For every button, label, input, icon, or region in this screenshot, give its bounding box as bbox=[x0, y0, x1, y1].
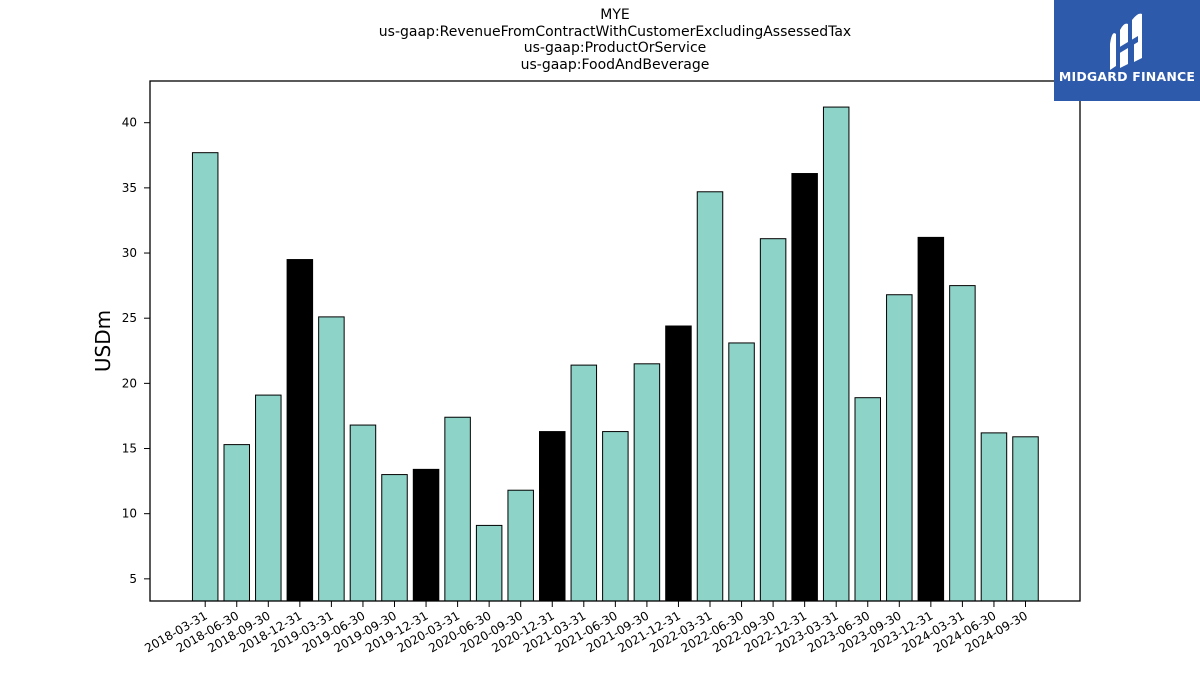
bar bbox=[381, 474, 408, 602]
y-tick-label: 15 bbox=[122, 442, 137, 456]
bar bbox=[602, 431, 629, 602]
bar bbox=[412, 468, 440, 602]
bar bbox=[886, 294, 913, 602]
bar bbox=[1012, 436, 1039, 602]
chart-title-line: us-gaap:ProductOrService bbox=[523, 40, 707, 56]
y-tick-label: 30 bbox=[122, 246, 137, 260]
bar bbox=[949, 285, 976, 602]
bar bbox=[286, 259, 314, 602]
chart-title: MYE us-gaap:RevenueFromContractWithCusto… bbox=[0, 7, 1200, 73]
chart-title-line: us-gaap:FoodAndBeverage bbox=[520, 56, 710, 73]
y-tick-label: 10 bbox=[122, 507, 137, 521]
bar bbox=[507, 489, 534, 602]
y-tick-label: 40 bbox=[122, 116, 137, 130]
bar bbox=[822, 106, 850, 602]
bar bbox=[980, 432, 1008, 602]
bar bbox=[791, 173, 818, 602]
bar bbox=[759, 238, 787, 602]
bar bbox=[318, 316, 345, 602]
y-tick-label: 5 bbox=[129, 572, 137, 586]
chart-title-line: us-gaap:RevenueFromContractWithCustomerE… bbox=[378, 23, 852, 40]
logo-text: MIDGARD FINANCE bbox=[1058, 69, 1196, 84]
bar bbox=[444, 416, 471, 602]
bar bbox=[539, 431, 566, 602]
bar bbox=[665, 325, 692, 602]
bar bbox=[696, 191, 724, 602]
bar bbox=[728, 342, 755, 602]
midgard-finance-logo-icon bbox=[1110, 13, 1142, 70]
bar bbox=[349, 424, 377, 602]
bar bbox=[223, 444, 250, 602]
bar bbox=[854, 397, 881, 602]
bar bbox=[191, 152, 219, 602]
chart-title-line: MYE bbox=[600, 7, 630, 23]
y-tick-label: 20 bbox=[122, 376, 137, 390]
midgard-finance-logo: MIDGARD FINANCE bbox=[1054, 0, 1200, 101]
y-tick-label: 35 bbox=[122, 181, 137, 195]
bar bbox=[255, 394, 282, 602]
bar bbox=[475, 524, 503, 602]
bar bbox=[570, 364, 598, 602]
bar bbox=[633, 363, 661, 602]
bar bbox=[917, 236, 945, 602]
y-axis-label: USDm bbox=[91, 310, 115, 372]
y-tick-label: 25 bbox=[122, 311, 137, 325]
